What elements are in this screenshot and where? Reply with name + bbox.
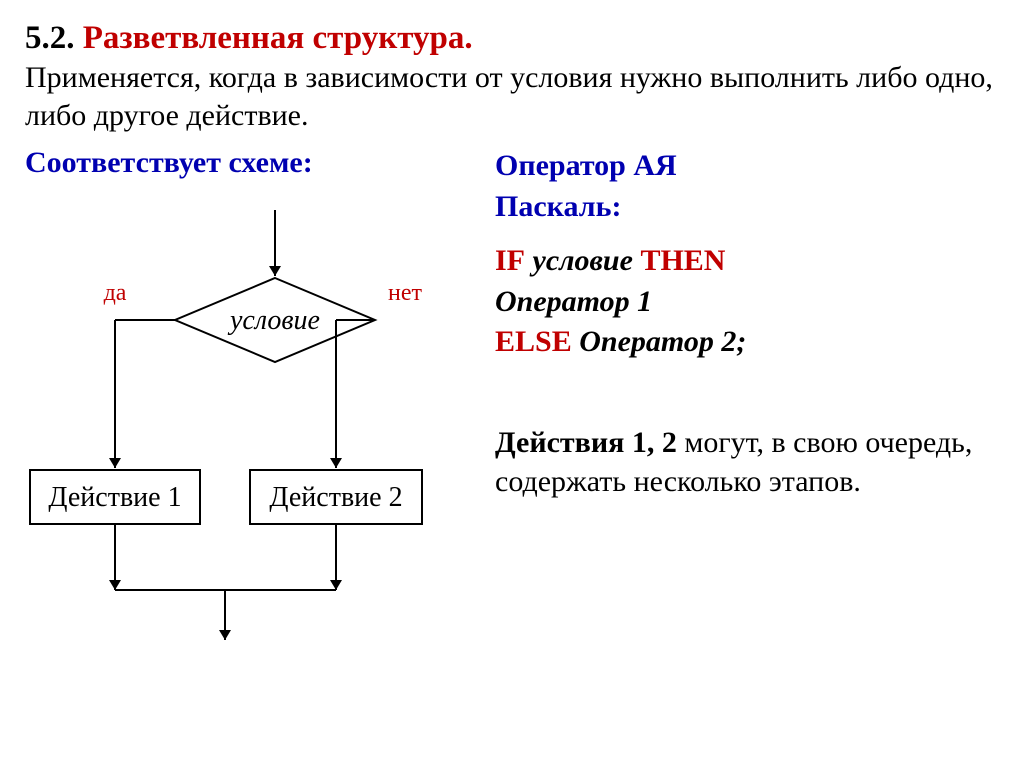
subtitle: Применяется, когда в зависимости от усло… [25, 59, 999, 134]
kw-if: IF [495, 244, 525, 277]
flowchart-diagram: условие да нет Действие 1 Действие 2 [25, 190, 475, 660]
section-title: 5.2. Разветвленная структура. [25, 20, 999, 57]
operator-heading: Оператор АЯ Паскаль: [495, 146, 999, 227]
op1-text: Оператор 1 [495, 285, 652, 318]
note-bold: Действия 1, 2 [495, 426, 677, 459]
schema-label: Соответствует схеме: [25, 146, 475, 180]
svg-text:Действие 1: Действие 1 [48, 482, 181, 513]
svg-text:да: да [104, 280, 127, 306]
svg-text:нет: нет [388, 280, 422, 306]
svg-text:условие: условие [227, 305, 320, 336]
op2-text: Оператор 2; [572, 325, 747, 358]
pascal-syntax: IF условие THEN Оператор 1 ELSE Оператор… [495, 241, 999, 363]
cond-text: условие [525, 244, 640, 277]
title-number: 5.2. [25, 20, 75, 56]
note-text: Действия 1, 2 могут, в свою очередь, сод… [495, 423, 999, 501]
title-text: Разветвленная структура [83, 20, 465, 56]
kw-then: THEN [640, 244, 725, 277]
svg-text:Действие 2: Действие 2 [269, 482, 402, 513]
kw-else: ELSE [495, 325, 572, 358]
